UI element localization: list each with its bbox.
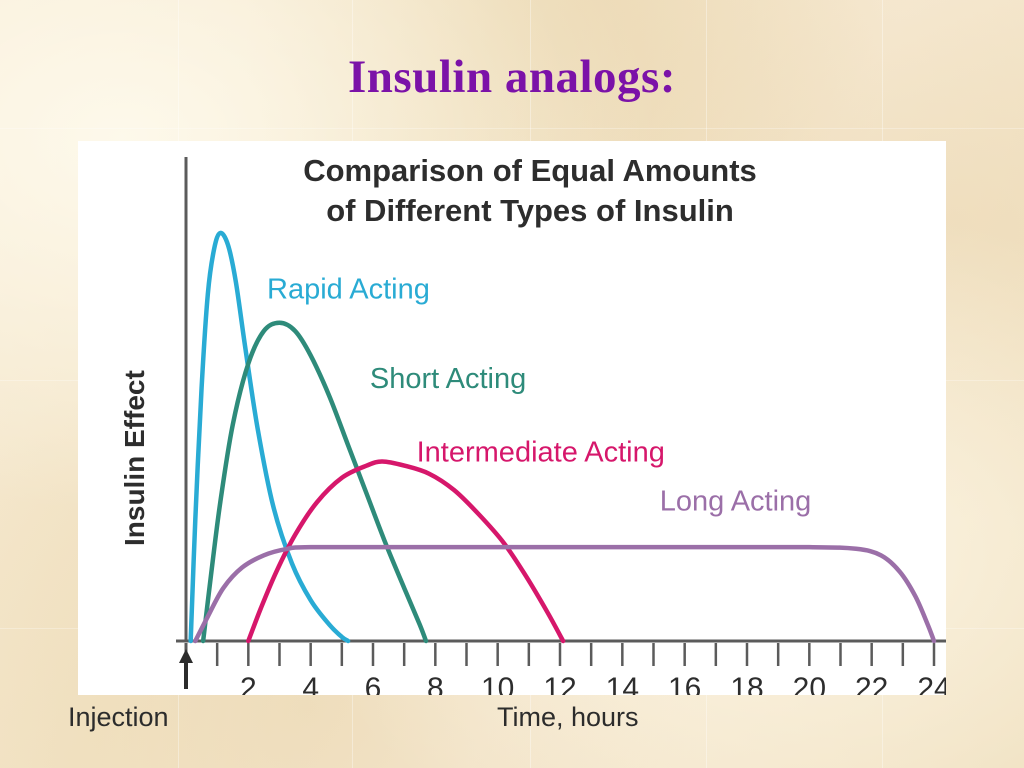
x-axis-tick-labels: 2 4 6 8 10 12 14 16 18 20 22 24 xyxy=(240,672,946,695)
series-labels: Rapid Acting Short Acting Intermediate Act… xyxy=(267,273,811,517)
curve-long-acting xyxy=(193,544,937,644)
x-axis-tick-label: 16 xyxy=(668,672,701,695)
x-axis-tick-label: 24 xyxy=(917,672,946,695)
series-label-rapid-acting: Rapid Acting xyxy=(267,273,430,305)
page-title: Insulin analogs: xyxy=(347,51,676,103)
insulin-curves-chart: Comparison of Equal Amounts of Different… xyxy=(78,141,946,695)
series-curves xyxy=(188,230,937,644)
series-label-intermediate-acting: Intermediate Acting xyxy=(417,436,665,468)
x-axis-tick-label: 22 xyxy=(855,672,888,695)
x-axis-tick-label: 2 xyxy=(240,672,257,695)
background-seam xyxy=(0,128,1024,129)
chart-title-line1: Comparison of Equal Amounts xyxy=(303,153,757,188)
chart-title-line2: of Different Types of Insulin xyxy=(326,193,734,228)
x-axis-tick-label: 18 xyxy=(730,672,763,695)
chart-svg: Comparison of Equal Amounts of Different… xyxy=(119,153,946,695)
x-axis-tick-label: 6 xyxy=(365,672,382,695)
x-axis-tick-label: 20 xyxy=(793,672,826,695)
x-axis-title: Time, hours xyxy=(497,702,639,732)
x-axis-ticks xyxy=(184,643,936,666)
curve-rapid-acting xyxy=(188,230,351,644)
x-axis-tick-label: 12 xyxy=(543,672,576,695)
x-axis-tick-label: 14 xyxy=(606,672,639,695)
x-axis-tick-label: 4 xyxy=(302,672,319,695)
curve-intermediate-acting xyxy=(246,459,566,644)
curve-short-acting xyxy=(200,320,429,644)
series-label-short-acting: Short Acting xyxy=(370,363,526,395)
x-axis-tick-label: 8 xyxy=(427,672,444,695)
x-axis-tick-label: 10 xyxy=(481,672,514,695)
injection-arrow-icon xyxy=(179,649,193,689)
injection-label: Injection xyxy=(68,702,169,732)
series-label-long-acting: Long Acting xyxy=(660,485,812,517)
y-axis-label: Insulin Effect xyxy=(119,370,150,546)
